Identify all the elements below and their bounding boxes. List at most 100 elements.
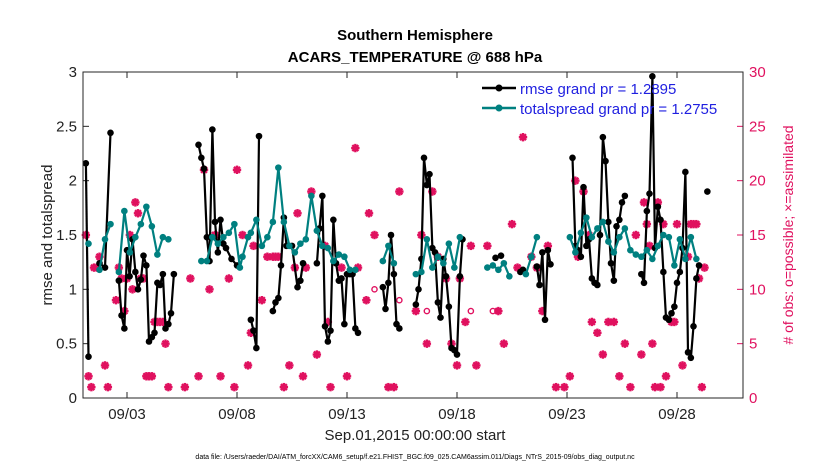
obs-assimilated-marker — [507, 219, 517, 229]
totalspread-point — [671, 262, 678, 269]
rmse-point — [137, 276, 145, 283]
rmse-point — [442, 272, 450, 280]
obs-assimilated-marker — [164, 382, 173, 392]
x-axis-label: Sep.01,2015 00:00:00 start — [325, 427, 507, 444]
rmse-point — [492, 254, 499, 262]
totalspread-point — [132, 233, 139, 241]
rmse-point — [195, 141, 202, 149]
rmse-point — [211, 218, 219, 226]
totalspread-point — [456, 233, 464, 241]
y2-tick-label: 0 — [749, 390, 757, 407]
y-tick-label: 1 — [69, 281, 77, 298]
obs-assimilated-marker — [249, 241, 258, 251]
y-tick-label: 2 — [69, 173, 77, 190]
obs-assimilated-marker — [337, 263, 346, 272]
series-lines — [82, 73, 711, 362]
rmse-point — [297, 277, 304, 284]
totalspread-point — [319, 242, 326, 250]
totalspread-point — [346, 266, 354, 274]
obs-assimilated-marker — [466, 241, 476, 251]
x-tick-label: 09/28 — [658, 406, 696, 423]
rmse-point — [607, 259, 615, 267]
x-axis: 09/03 09/08 09/13 09/18 09/23 09/28 — [108, 72, 696, 423]
totalspread-point — [236, 264, 244, 271]
totalspread-point — [423, 236, 431, 243]
obs-assimilated-marker — [133, 209, 143, 218]
rmse-point — [214, 249, 222, 256]
rmse-point — [599, 133, 607, 141]
totalspread-point — [500, 259, 508, 267]
obs-possible-marker — [423, 307, 431, 315]
obs-possible-marker — [495, 307, 502, 315]
x-tick-label: 09/08 — [218, 406, 256, 423]
rmse-point — [385, 279, 392, 287]
totalspread-point — [418, 268, 425, 276]
totalspread-point — [616, 233, 623, 241]
totalspread-point — [96, 266, 103, 274]
rmse-point — [217, 216, 224, 224]
rmse-point — [275, 294, 282, 302]
rmse-point — [613, 223, 620, 230]
rmse-point — [313, 259, 321, 267]
rmse-point — [294, 283, 301, 291]
obs-assimilated-marker — [312, 350, 322, 359]
rmse-point — [690, 322, 697, 330]
totalspread-point — [330, 257, 337, 265]
obs-assimilated-marker — [472, 361, 481, 370]
totalspread-point — [126, 249, 134, 256]
totalspread-point — [115, 268, 123, 276]
totalspread-point — [214, 240, 222, 247]
obs-assimilated-marker — [326, 382, 335, 392]
totalspread-point — [121, 207, 128, 215]
obs-assimilated-marker — [518, 133, 528, 142]
rmse-point — [605, 218, 612, 226]
rmse-point — [536, 281, 543, 289]
totalspread-point — [313, 227, 321, 234]
totalspread-point — [85, 240, 92, 247]
obs-assimilated-marker — [279, 382, 289, 392]
plot-area — [83, 72, 743, 398]
rmse-point — [379, 283, 387, 291]
totalspread-point — [533, 233, 541, 241]
obs-assimilated-marker — [461, 317, 470, 327]
y-tick-label: 2.5 — [56, 118, 77, 135]
totalspread-point — [148, 223, 156, 230]
obs-assimilated-marker — [87, 382, 96, 392]
totalspread-point — [264, 233, 271, 241]
totalspread-point — [165, 236, 172, 243]
y-tick-label: 0.5 — [56, 336, 77, 353]
totalspread-point — [154, 251, 161, 258]
obs-assimilated-marker — [364, 209, 374, 218]
rmse-point — [682, 168, 689, 176]
totalspread-point — [649, 255, 656, 263]
x-tick-label: 09/18 — [438, 406, 476, 423]
rmse-point — [594, 281, 601, 289]
obs-assimilated-marker — [615, 372, 624, 381]
rmse-point — [547, 261, 554, 268]
rmse-point — [596, 231, 604, 239]
obs-assimilated-marker — [697, 382, 707, 392]
rmse-point — [390, 270, 398, 278]
rmse-point — [277, 262, 285, 269]
rmse-point — [415, 286, 422, 293]
x-tick-label: 09/03 — [108, 406, 146, 423]
rmse-point — [693, 275, 700, 282]
obs-assimilated-marker — [100, 361, 110, 370]
totalspread-point — [159, 233, 167, 241]
rmse-point — [247, 316, 255, 324]
totalspread-point — [203, 257, 211, 265]
obs-assimilated-marker — [661, 372, 671, 381]
rmse-point — [115, 277, 123, 284]
rmse-point — [420, 154, 428, 162]
obs-possible-marker — [371, 286, 378, 293]
obs-assimilated-marker — [483, 241, 492, 251]
totalspread-point — [528, 253, 535, 261]
rmse-point — [299, 259, 307, 267]
obs-assimilated-marker — [626, 382, 635, 392]
rmse-point — [396, 325, 403, 332]
totalspread-point — [632, 251, 640, 258]
rmse-point — [165, 320, 172, 328]
obs-assimilated-marker — [656, 382, 665, 392]
obs-assimilated-marker — [631, 230, 641, 240]
totalspread-point — [627, 246, 634, 254]
